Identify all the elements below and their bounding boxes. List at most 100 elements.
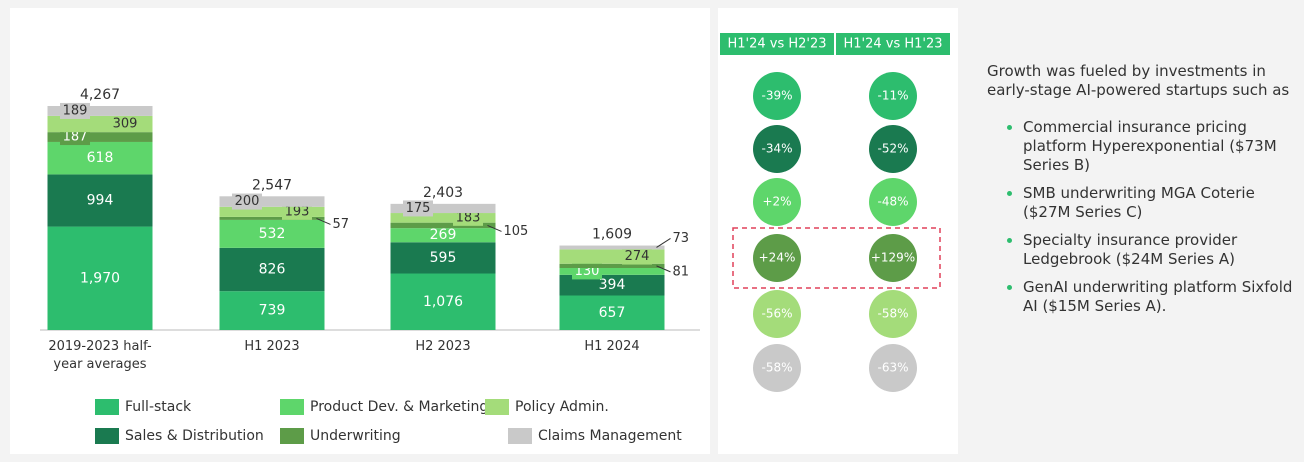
highlight-box — [732, 227, 941, 289]
data-label-bg — [110, 116, 140, 133]
bar-segment — [47, 174, 153, 227]
bar-segment — [390, 242, 496, 274]
data-label: 193 — [285, 204, 310, 219]
data-label: 1,076 — [423, 294, 463, 310]
legend-swatch — [95, 428, 119, 444]
change-circle — [869, 178, 917, 226]
change-circle — [753, 125, 801, 173]
data-label: 739 — [259, 303, 286, 319]
data-label: 269 — [430, 227, 457, 243]
change-circle — [753, 290, 801, 338]
data-label-bg — [282, 203, 312, 220]
legend-label: Policy Admin. — [515, 399, 609, 415]
change-label: +129% — [871, 251, 915, 265]
bar-segment — [47, 226, 153, 330]
column-header: H1'24 vs H2'23 — [727, 37, 826, 52]
change-circle — [753, 72, 801, 120]
data-label: 200 — [235, 194, 260, 209]
bar-segment — [219, 196, 325, 207]
bar-segment — [219, 247, 325, 292]
bar-segment — [390, 222, 496, 229]
legend-label: Claims Management — [538, 428, 682, 444]
legend-label: Sales & Distribution — [125, 428, 264, 444]
data-label-bg — [232, 193, 262, 210]
data-label: 57 — [333, 217, 350, 232]
change-label: -11% — [877, 89, 908, 103]
total-label: 2,547 — [252, 177, 292, 193]
data-label-bg — [403, 200, 433, 217]
column-header-bg — [836, 33, 950, 55]
data-label: 1,970 — [80, 270, 120, 286]
legend-swatch — [95, 399, 119, 415]
notes: Growth was fueled by investments in earl… — [987, 62, 1297, 325]
notes-intro: Growth was fueled by investments in earl… — [987, 62, 1290, 99]
bar-segment — [390, 273, 496, 330]
data-label-bg — [60, 129, 90, 146]
x-tick-label: 2019-2023 half-year averages — [48, 339, 152, 372]
legend-label: Product Dev. & Marketing — [310, 399, 488, 415]
change-circle — [869, 344, 917, 392]
data-label: 175 — [406, 201, 431, 216]
change-label: -39% — [761, 89, 792, 103]
data-label: 657 — [599, 305, 626, 321]
bar-segment — [559, 245, 665, 250]
data-label: 309 — [113, 117, 138, 132]
change-label: +2% — [762, 195, 791, 209]
leader-line — [487, 224, 502, 232]
data-label: 994 — [87, 192, 114, 208]
change-label: -52% — [877, 142, 908, 156]
bar-segment — [559, 295, 665, 330]
bar-segment — [390, 203, 496, 214]
x-tick-label: H2 2023 — [415, 339, 471, 354]
bar-segment — [47, 132, 153, 142]
legend-swatch — [280, 428, 304, 444]
bar-segment — [47, 141, 153, 175]
change-label: -58% — [761, 361, 792, 375]
change-circle — [869, 125, 917, 173]
note-bullet: Commercial insurance pricing platform Hy… — [1007, 118, 1297, 175]
leader-line — [656, 238, 671, 248]
bar-segment — [390, 213, 496, 223]
change-label: +24% — [759, 251, 796, 265]
legend-label: Full-stack — [125, 399, 192, 415]
leader-line — [316, 217, 331, 225]
total-label: 1,609 — [592, 227, 632, 243]
data-label: 105 — [504, 224, 529, 239]
bar-segment — [219, 216, 325, 220]
x-tick-label: H1 2023 — [244, 339, 300, 354]
column-header-bg — [720, 33, 834, 55]
x-tick-label: H1 2024 — [584, 339, 640, 354]
change-circle — [869, 290, 917, 338]
data-label: 595 — [430, 250, 457, 266]
note-bullet: SMB underwriting MGA Coterie ($27M Serie… — [1007, 184, 1297, 222]
change-label: -34% — [761, 142, 792, 156]
change-circle — [753, 344, 801, 392]
data-label: 183 — [456, 210, 481, 225]
bar-segment — [219, 206, 325, 217]
bar-segment — [219, 291, 325, 330]
data-label: 187 — [63, 130, 88, 145]
data-label: 394 — [599, 277, 626, 293]
bar-segment — [390, 228, 496, 243]
leader-line — [656, 265, 671, 273]
notes-list: Commercial insurance pricing platform Hy… — [987, 118, 1297, 316]
data-label-bg — [60, 102, 90, 119]
legend-swatch — [508, 428, 532, 444]
legend-swatch — [485, 399, 509, 415]
data-label: 189 — [63, 103, 88, 118]
change-label: -56% — [761, 307, 792, 321]
change-label: -48% — [877, 195, 908, 209]
legend-swatch — [280, 399, 304, 415]
bar-segment — [559, 263, 665, 269]
total-label: 4,267 — [80, 87, 120, 103]
data-label: 274 — [625, 249, 650, 264]
bar-segment — [559, 274, 665, 296]
data-label-bg — [453, 209, 483, 226]
change-label: -63% — [877, 361, 908, 375]
change-label: -58% — [877, 307, 908, 321]
bar-segment — [559, 268, 665, 275]
note-bullet: GenAI underwriting platform Sixfold AI (… — [1007, 278, 1297, 316]
data-label: 826 — [259, 262, 286, 278]
